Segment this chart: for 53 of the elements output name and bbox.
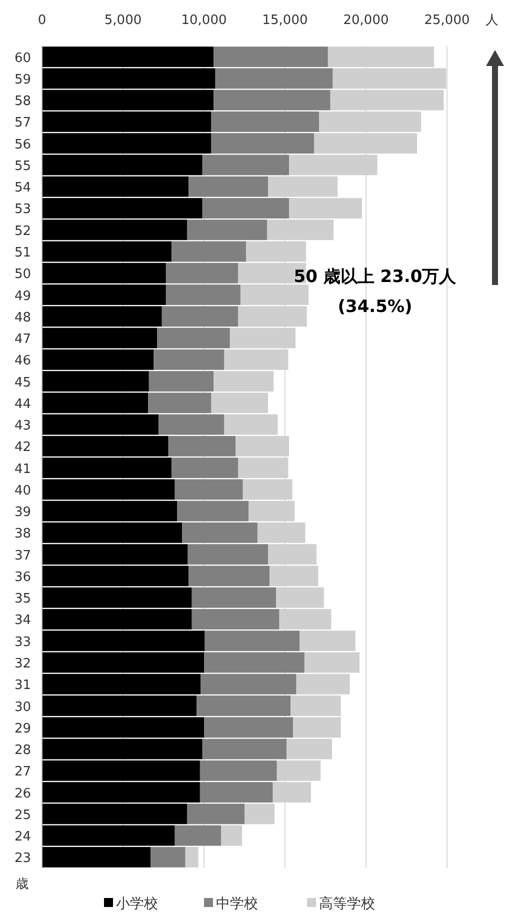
y-tick-label: 43 — [14, 418, 31, 434]
y-tick-label: 55 — [14, 158, 31, 174]
annotation: (34.5%) — [338, 297, 412, 317]
x-tick-label: 5,000 — [104, 13, 142, 28]
y-tick-label: 60 — [14, 50, 31, 66]
y-tick-label: 41 — [14, 462, 31, 477]
legend-label: 高等学校 — [319, 896, 375, 912]
y-tick-label: 52 — [14, 224, 31, 239]
x-tick-label: 15,000 — [262, 13, 308, 28]
bar — [221, 825, 242, 846]
y-tick-label: 24 — [14, 830, 31, 845]
y-tick-label: 40 — [14, 483, 31, 498]
y-tick-label: 29 — [14, 721, 31, 736]
y-tick-label: 57 — [14, 116, 31, 131]
y-tick-label: 53 — [14, 202, 31, 218]
legend-label: 中学校 — [216, 896, 258, 912]
y-tick-label: 36 — [14, 570, 31, 585]
y-tick-label: 34 — [14, 613, 31, 628]
y-tick-label: 23 — [14, 851, 31, 866]
y-tick-label: 49 — [14, 288, 31, 304]
x-tick-label: 10,000 — [181, 13, 227, 28]
annotation: 50 歳以上 23.0万人 — [294, 267, 458, 287]
bar — [185, 846, 198, 868]
y-tick-label: 47 — [14, 332, 31, 348]
y-tick-label: 31 — [14, 678, 31, 694]
y-tick-label: 28 — [14, 743, 31, 758]
y-tick-label: 59 — [14, 72, 31, 88]
x-tick-label: 0 — [38, 13, 46, 28]
legend-label: 小学校 — [116, 896, 158, 912]
y-tick-label: 51 — [14, 246, 31, 260]
y-tick-label: 33 — [14, 634, 31, 650]
y-tick-label: 50 — [14, 267, 31, 282]
y-tick-label: 25 — [14, 808, 31, 823]
y-tick-label: 32 — [14, 656, 31, 672]
y-tick-label: 42 — [14, 440, 31, 456]
y-tick-label: 45 — [14, 375, 31, 390]
y-tick-label: 27 — [14, 764, 31, 780]
y-tick-label: 56 — [14, 137, 31, 152]
x-tick-label: 20,000 — [343, 13, 389, 28]
y-tick-label: 44 — [14, 396, 31, 412]
y-tick-label: 54 — [14, 180, 31, 196]
y-tick-label: 30 — [14, 700, 31, 715]
y-tick-label: 58 — [14, 94, 31, 110]
y-tick-label: 26 — [14, 786, 31, 802]
x-axis-title: 人 — [486, 13, 498, 28]
x-tick-label: 25,000 — [424, 13, 470, 28]
y-tick-label: 39 — [14, 505, 31, 520]
y-tick-label: 38 — [14, 526, 31, 542]
y-tick-label: 37 — [14, 548, 31, 564]
y-axis-title: 歳 — [16, 877, 28, 892]
y-tick-label: 46 — [14, 354, 31, 369]
y-tick-label: 35 — [14, 592, 31, 607]
y-tick-label: 48 — [14, 310, 31, 326]
